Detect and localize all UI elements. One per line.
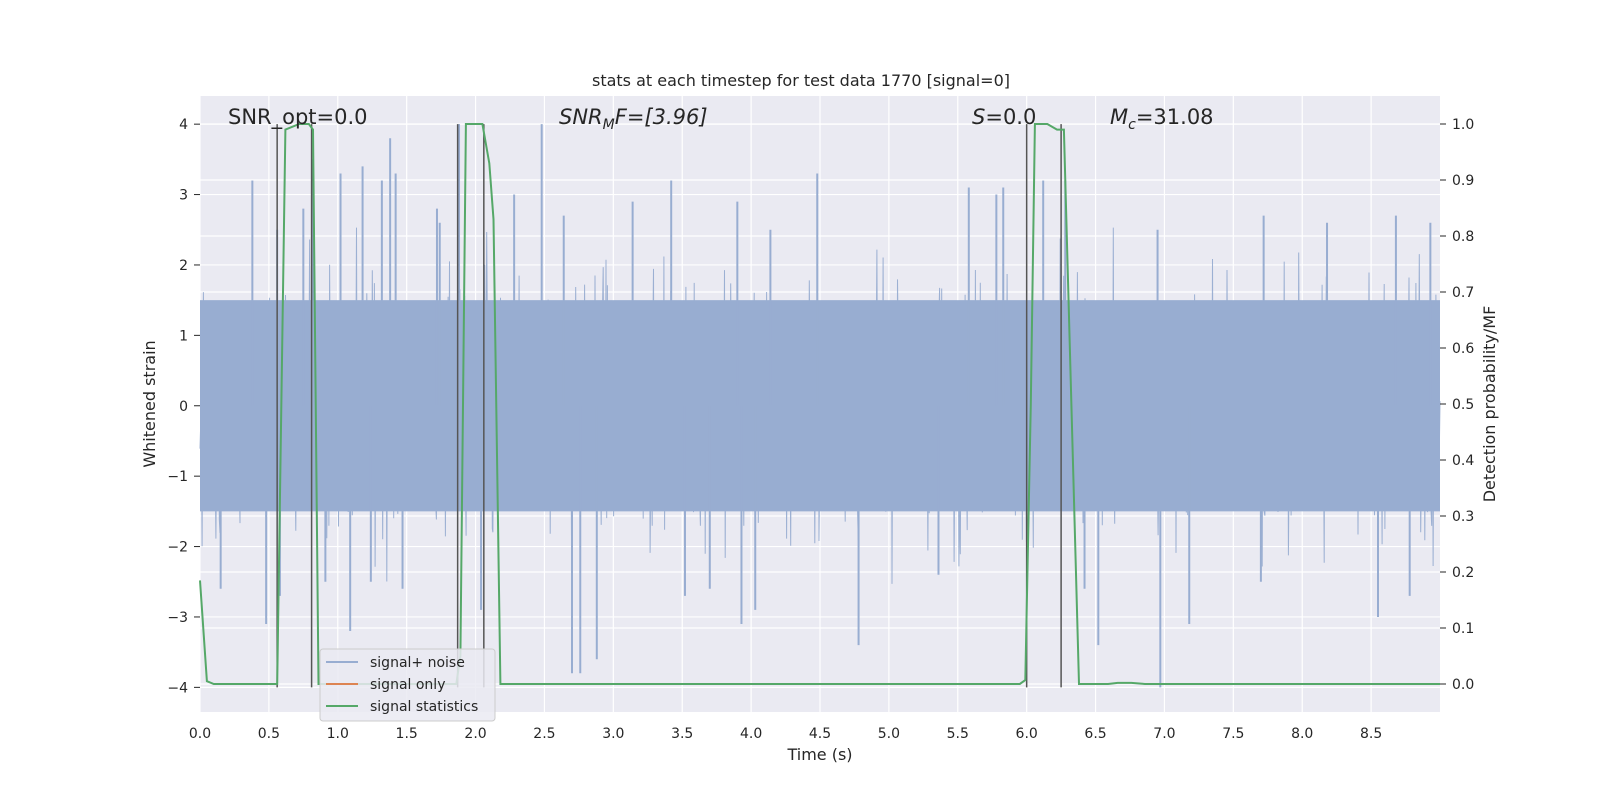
chart-title: stats at each timestep for test data 177… <box>592 71 1010 90</box>
x-tick-label-10: 5.0 <box>878 726 900 742</box>
x-tick-label-9: 4.5 <box>809 726 831 742</box>
signal-plus-noise-series <box>199 124 1441 688</box>
snr-mf-main: SNR <box>559 105 603 129</box>
y2-tick-label-2: 0.8 <box>1452 229 1474 245</box>
signal-statistics-series <box>199 123 1440 685</box>
y-axis-label: Whitened strain <box>140 340 159 467</box>
legend-box <box>319 648 496 722</box>
y2-tick-label-0: 1.0 <box>1452 117 1474 133</box>
y2-axis-ticks: 1.0 0.9 0.8 0.7 0.6 0.5 0.4 0.3 0.2 0.1 0.0 <box>1440 117 1474 693</box>
y-tick-label-1: 3 <box>179 188 188 204</box>
legend-label-stats: signal statistics <box>370 699 478 715</box>
snr-mf-sub: M <box>603 117 615 133</box>
y2-tick-label-10: 0.0 <box>1452 677 1474 693</box>
x-tick-label-13: 6.5 <box>1084 726 1106 742</box>
x-tick-label-5: 2.5 <box>533 726 555 742</box>
y-tick-label-6: −2 <box>167 540 188 556</box>
vertical-markers <box>276 124 1062 688</box>
s-tail: =0.0 <box>985 105 1036 129</box>
y-tick-label-0: 4 <box>179 117 188 133</box>
x-tick-label-12: 6.0 <box>1016 726 1038 742</box>
y2-tick-label-4: 0.6 <box>1452 341 1474 357</box>
x-tick-label-4: 2.0 <box>464 726 486 742</box>
x-tick-label-7: 3.5 <box>671 726 693 742</box>
noise-core-band <box>200 300 1440 512</box>
x-tick-label-2: 1.0 <box>327 726 349 742</box>
x-tick-label-11: 5.5 <box>947 726 969 742</box>
y2-tick-label-5: 0.5 <box>1452 397 1474 413</box>
x-tick-label-0: 0.0 <box>189 726 211 742</box>
y2-tick-label-3: 0.7 <box>1452 285 1474 301</box>
legend-label-noise: signal+ noise <box>370 655 465 671</box>
y-tick-label-3: 1 <box>179 328 188 344</box>
x-tick-label-17: 8.5 <box>1360 726 1382 742</box>
y-axis-ticks: 4 3 2 1 0 −1 −2 −3 −4 <box>167 117 200 696</box>
snr-mf-annotation: SNRMF=[3.96] <box>559 105 708 133</box>
x-tick-label-8: 4.0 <box>740 726 762 742</box>
x-tick-label-14: 7.0 <box>1153 726 1175 742</box>
x-tick-label-16: 8.0 <box>1291 726 1313 742</box>
snr-mf-tail: F=[3.96] <box>615 105 708 129</box>
y-tick-label-5: −1 <box>167 469 188 485</box>
y-tick-label-8: −4 <box>167 680 188 696</box>
y2-axis-label: Detection probability/MF <box>1480 306 1499 503</box>
mc-annotation: Mc=31.08 <box>1110 105 1214 133</box>
y2-tick-label-8: 0.2 <box>1452 565 1474 581</box>
x-axis-ticks: 0.0 0.5 1.0 1.5 2.0 2.5 3.0 3.5 4.0 4.5 5.0 5.5 6.0 6… <box>189 726 1382 742</box>
x-tick-label-15: 7.5 <box>1222 726 1244 742</box>
y2-tick-label-6: 0.4 <box>1452 453 1474 469</box>
mc-sub: c <box>1128 117 1136 133</box>
y-tick-label-2: 2 <box>179 258 188 274</box>
mc-main: M <box>1110 105 1128 129</box>
legend: signal+ noise signal only signal statist… <box>319 648 496 722</box>
y2-tick-label-1: 0.9 <box>1452 173 1474 189</box>
x-axis-label: Time (s) <box>786 745 852 764</box>
x-tick-label-6: 3.0 <box>602 726 624 742</box>
x-tick-label-3: 1.5 <box>396 726 418 742</box>
s-main: S <box>972 105 985 129</box>
s-annotation: S=0.0 <box>972 105 1036 129</box>
snr-opt-annotation: SNR_opt=0.0 <box>228 105 368 130</box>
y2-tick-label-9: 0.1 <box>1452 621 1474 637</box>
x-tick-label-1: 0.5 <box>258 726 280 742</box>
y-tick-label-4: 0 <box>179 399 188 415</box>
legend-label-signal: signal only <box>370 677 445 693</box>
y2-tick-label-7: 0.3 <box>1452 509 1474 525</box>
mc-tail: =31.08 <box>1136 105 1214 129</box>
y-tick-label-7: −3 <box>167 610 188 626</box>
